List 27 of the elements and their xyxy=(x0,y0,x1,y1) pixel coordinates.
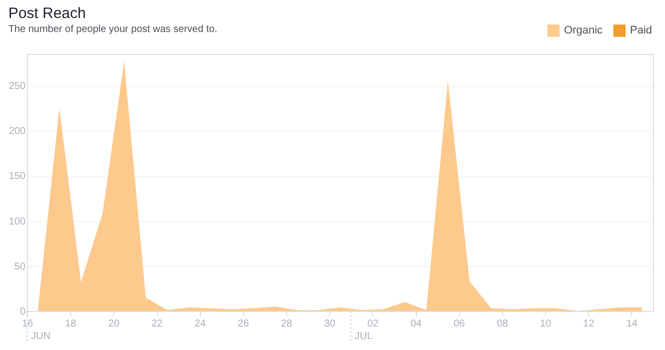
x-tick-label: 14 xyxy=(626,318,638,330)
legend-label: Organic xyxy=(564,24,604,37)
y-tick-label: 0 xyxy=(20,306,26,318)
legend-label: Paid xyxy=(630,24,652,37)
y-tick-label: 250 xyxy=(8,81,26,92)
chart-title: Post Reach xyxy=(8,5,86,22)
x-tick-label: 18 xyxy=(65,318,77,330)
x-tick-label: 28 xyxy=(280,318,293,330)
x-tick-label: 22 xyxy=(151,318,164,330)
x-tick-label: 02 xyxy=(367,318,379,330)
x-tick-label: 10 xyxy=(540,318,552,330)
x-tick-label: 16 xyxy=(22,318,34,330)
x-tick-label: 26 xyxy=(238,318,250,330)
y-tick-label: 50 xyxy=(14,261,26,272)
x-tick-label: 08 xyxy=(496,318,508,330)
x-tick-label: 04 xyxy=(410,318,422,330)
ref-line-label: JUL xyxy=(354,331,374,342)
x-tick-label: 12 xyxy=(583,318,595,330)
chart-subtitle: The number of people your post was served to. xyxy=(8,24,218,35)
x-tick-label: 06 xyxy=(454,318,466,330)
x-tick-label: 30 xyxy=(324,318,336,330)
y-tick-label: 100 xyxy=(8,216,26,228)
x-tick-label: 24 xyxy=(194,318,206,330)
ref-line-label: JUN xyxy=(31,331,50,342)
y-tick-label: 200 xyxy=(8,126,26,138)
x-tick-label: 20 xyxy=(108,318,120,330)
y-tick-label: 150 xyxy=(8,171,26,182)
